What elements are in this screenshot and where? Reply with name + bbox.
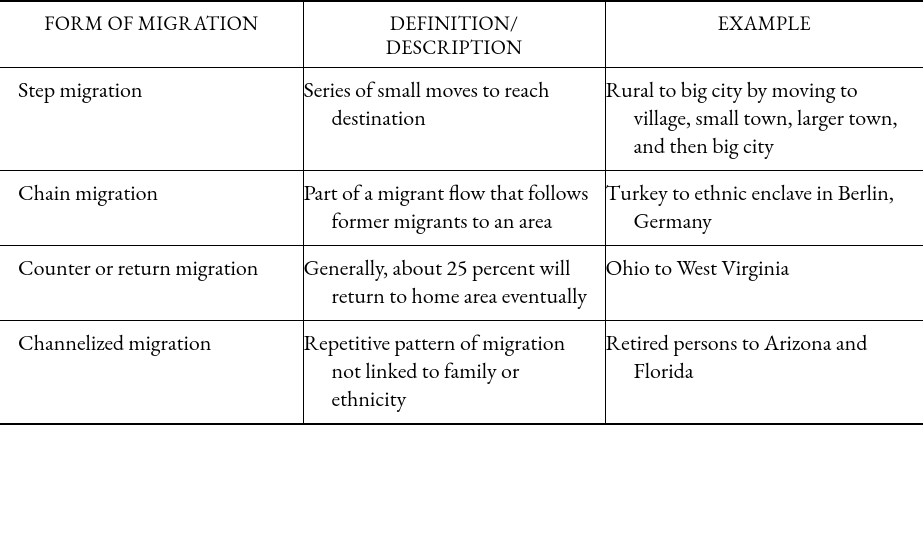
cell-definition: Series of small moves to reach destinati… xyxy=(304,68,605,142)
cell-definition: Part of a migrant flow that follows form… xyxy=(304,171,605,245)
cell-form: Chain migration xyxy=(0,171,303,217)
cell-definition: Repetitive pattern of migration not link… xyxy=(304,321,605,423)
cell-definition: Generally, about 25 percent will return … xyxy=(304,246,605,320)
cell-form: Step migration xyxy=(0,68,303,114)
cell-example: Turkey to ethnic enclave in Berlin, Germ… xyxy=(606,171,923,245)
cell-example: Ohio to West Virginia xyxy=(606,246,923,292)
cell-example: Retired persons to Arizona and Florida xyxy=(606,321,923,395)
col-header-example: EXAMPLE xyxy=(606,2,923,43)
table-header-row: FORM OF MIGRATION DEFINITION/DESCRIPTION… xyxy=(0,1,923,68)
cell-form: Channelized migration xyxy=(0,321,303,367)
table-row: Step migration Series of small moves to … xyxy=(0,68,923,171)
table-row: Chain migration Part of a migrant flow t… xyxy=(0,171,923,246)
col-header-definition: DEFINITION/DESCRIPTION xyxy=(304,2,605,67)
table-row: Counter or return migration Generally, a… xyxy=(0,246,923,321)
cell-form: Counter or return migration xyxy=(0,246,303,292)
table-row: Channelized migration Repetitive pattern… xyxy=(0,321,923,425)
col-header-form: FORM OF MIGRATION xyxy=(0,2,303,43)
cell-example: Rural to big city by moving to village, … xyxy=(606,68,923,170)
migration-table: FORM OF MIGRATION DEFINITION/DESCRIPTION… xyxy=(0,0,923,425)
